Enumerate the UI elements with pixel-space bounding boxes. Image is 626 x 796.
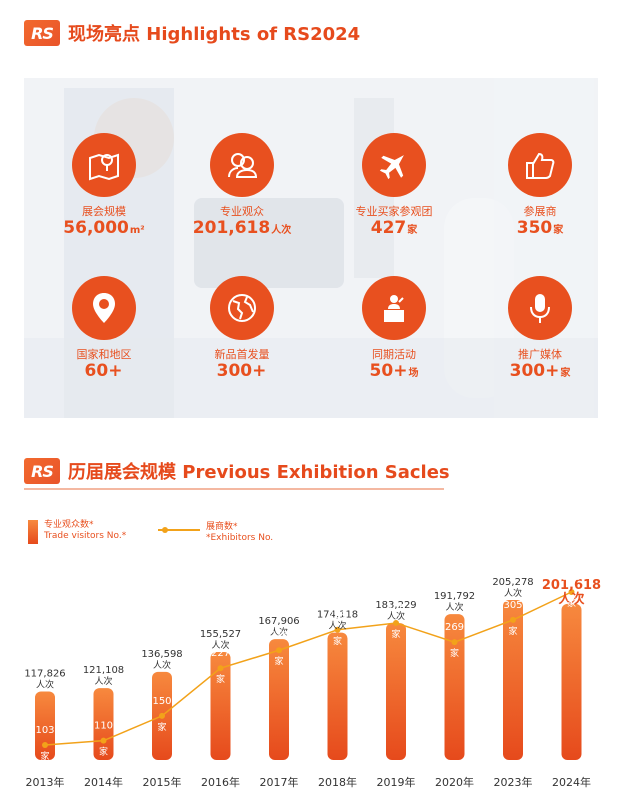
title-underline: [24, 488, 444, 490]
bar-value-label: 191,792: [434, 591, 475, 602]
legend-visitors: 专业观众数* Trade visitors No.*: [28, 520, 126, 544]
speaker-podium-icon: [362, 276, 426, 340]
bar-value-label: 155,527: [200, 629, 241, 640]
exhibitors-point: [451, 639, 458, 646]
x-tick-label: 2020年: [435, 775, 474, 789]
highlight-item: 新品首发量 300+: [172, 276, 312, 383]
exhibitors-value-label: 300: [386, 603, 405, 614]
exhibitors-point: [393, 619, 399, 626]
highlight-item: 同期活动 50+场: [324, 276, 464, 383]
exhibitors-value-label: 227: [211, 648, 230, 659]
thumbs-up-icon: [508, 133, 572, 197]
exhibitors-point: [42, 742, 48, 748]
exhibitors-unit-label: 家: [157, 721, 166, 733]
bar-swatch-icon: [28, 520, 38, 544]
bar: [269, 639, 289, 760]
airplane-icon: [362, 133, 426, 197]
exhibitors-value-label: 269: [445, 622, 464, 633]
exhibitors-line: [44, 591, 572, 746]
line-swatch-icon: [158, 527, 200, 533]
section-highlights-header: RS 现场亮点 Highlights of RS2024: [24, 20, 360, 46]
bar-unit-label: 人次: [504, 587, 522, 599]
highlights-panel: 展会规模 56,000m² 专业观众 201,618人次 专业买家参观团 427…: [24, 78, 598, 418]
exhibitors-point: [510, 616, 516, 623]
x-tick-label: 2015年: [143, 775, 182, 789]
exhibitors-unit-label: 家: [567, 597, 576, 609]
bar-value-label: 136,598: [141, 649, 182, 660]
bar-unit-label: 人次: [94, 675, 112, 687]
bar-unit-label: 人次: [270, 626, 288, 638]
rs-logo-icon: RS: [24, 20, 60, 46]
bar: [210, 652, 231, 760]
bar-value-label: 205,278: [492, 577, 533, 588]
x-tick-label: 2016年: [201, 775, 240, 789]
bar-value-label: 121,108: [83, 665, 124, 676]
exhibitors-unit-label: 家: [508, 625, 517, 637]
bar-value-label: 167,906: [258, 616, 299, 627]
exhibitors-value-label: 350: [562, 572, 581, 583]
highlight-item: 参展商 350家: [470, 133, 598, 240]
highlight-item: 推广媒体 300+家: [470, 276, 598, 383]
bar: [561, 603, 582, 760]
bar-unit-label: 人次: [328, 620, 346, 632]
x-tick-label: 2024年: [552, 775, 591, 789]
globe-icon: [210, 276, 274, 340]
bar-unit-label: 人次: [36, 678, 54, 690]
x-tick-label: 2018年: [318, 775, 357, 789]
bar-unit-label: 人次: [558, 591, 584, 607]
exhibitors-unit-label: 家: [40, 750, 49, 762]
exhibitors-point: [568, 589, 575, 595]
exhibitors-value-label: 289: [328, 610, 347, 621]
bar-unit-label: 人次: [153, 659, 171, 671]
exhibitors-point: [276, 647, 282, 654]
x-tick-label: 2014年: [84, 775, 123, 789]
exhibitors-unit-label: 家: [99, 746, 108, 758]
highlight-item: 专业观众 201,618人次: [172, 133, 312, 240]
exhibitors-point: [100, 737, 107, 744]
highlight-item: 展会规模 56,000m²: [34, 133, 174, 240]
bar-unit-label: 人次: [445, 601, 463, 613]
x-tick-label: 2023年: [494, 775, 533, 789]
x-tick-label: 2017年: [260, 775, 299, 789]
exhibitors-unit-label: 家: [391, 628, 400, 640]
section-history-header: RS 历届展会规模 Previous Exhibition Sacles: [24, 458, 450, 484]
exhibitors-unit-label: 家: [274, 655, 283, 667]
highlight-item: 国家和地区 60+: [34, 276, 174, 383]
people-icon: [210, 133, 274, 197]
legend-exhibitors: 展商数* *Exhibitors No.: [158, 522, 273, 544]
bar-value-label: 117,826: [24, 668, 65, 679]
rs-logo-icon: RS: [24, 458, 60, 484]
bar: [35, 691, 55, 760]
exhibitors-value-label: 103: [35, 725, 54, 736]
section-title: 现场亮点 Highlights of RS2024: [68, 24, 361, 45]
section-title: 历届展会规模 Previous Exhibition Sacles: [68, 462, 450, 483]
highlight-item: 专业买家参观团 427家: [324, 133, 464, 240]
bar-value-label: 174,118: [317, 610, 358, 621]
exhibitors-value-label: 150: [152, 696, 171, 707]
exhibitors-point: [334, 626, 341, 633]
exhibitors-unit-label: 家: [450, 647, 459, 659]
bar: [327, 632, 348, 760]
exhibitors-value-label: 256: [269, 630, 288, 641]
bar-value-label: 201,618: [542, 578, 601, 593]
bar-unit-label: 人次: [211, 639, 229, 651]
exhibitors-unit-label: 家: [216, 673, 225, 685]
exhibitors-point: [159, 712, 165, 719]
exhibitors-unit-label: 家: [333, 635, 342, 647]
bar: [386, 623, 406, 760]
bar-value-label: 183,229: [375, 600, 416, 611]
bar-unit-label: 人次: [387, 610, 405, 622]
exhibitors-value-label: 305: [503, 600, 522, 611]
location-pin-icon: [72, 276, 136, 340]
microphone-icon: [508, 276, 572, 340]
exhibition-scale-chart: 117,826人次2013年121,108人次2014年136,598人次201…: [24, 572, 601, 789]
bar: [503, 600, 523, 760]
bar: [444, 614, 465, 760]
exhibitors-point: [217, 665, 224, 672]
x-tick-label: 2013年: [26, 775, 65, 789]
exhibitors-value-label: 110: [94, 721, 113, 732]
bar: [93, 688, 114, 760]
map-pin-icon: [72, 133, 136, 197]
x-tick-label: 2019年: [377, 775, 416, 789]
